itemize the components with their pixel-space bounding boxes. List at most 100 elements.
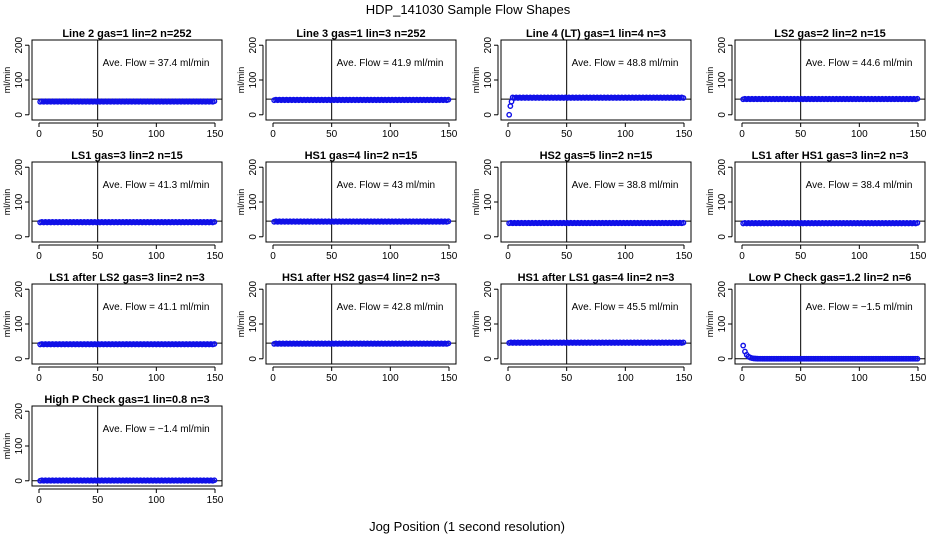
y-tick-label: 100 <box>14 315 25 332</box>
panel-title: HS2 gas=5 lin=2 n=15 <box>540 150 653 162</box>
ave-flow-annotation: Ave. Flow = 43 ml/min <box>337 180 435 191</box>
plot-frame <box>31 283 223 365</box>
y-tick-label: 100 <box>483 315 494 332</box>
y-tick-label: 100 <box>14 437 25 454</box>
y-tick-label: 200 <box>14 158 25 175</box>
y-axis-label: ml/min <box>236 189 246 216</box>
chart-panel-9: LS1 after LS2 gas=3 lin=2 n=3 ml/min 0 50 10… <box>2 272 224 384</box>
data-point <box>445 340 452 347</box>
panel-title: HS1 after LS1 gas=4 lin=2 n=3 <box>518 272 675 284</box>
x-tick-label: 0 <box>739 251 745 262</box>
chart-panel-6: HS1 gas=4 lin=2 n=15 ml/min 0 50 100 150 0 100 2… <box>236 150 458 262</box>
x-tick-label: 100 <box>851 251 868 262</box>
x-tick-label: 0 <box>270 373 276 384</box>
x-tick-label: 150 <box>207 129 224 140</box>
y-tick-label: 0 <box>483 234 494 240</box>
panel-title: LS1 gas=3 lin=2 n=15 <box>71 150 183 162</box>
x-tick-label: 50 <box>795 251 807 262</box>
x-tick-label: 0 <box>36 251 42 262</box>
data-points <box>740 95 921 103</box>
chart-panel-1: Line 2 gas=1 lin=2 n=252 ml/min 0 50 100 150 0… <box>2 28 224 140</box>
x-tick-label: 0 <box>739 129 745 140</box>
chart-panel-7: HS2 gas=5 lin=2 n=15 ml/min 0 50 100 150 0 100 2… <box>471 150 693 262</box>
x-tick-label: 50 <box>92 129 104 140</box>
y-axis-label: ml/min <box>236 67 246 94</box>
data-points <box>37 477 218 484</box>
plot-frame <box>265 283 457 365</box>
data-points <box>271 340 452 347</box>
x-tick-label: 150 <box>207 251 224 262</box>
plot-frame <box>500 39 692 121</box>
x-tick-label: 0 <box>270 129 276 140</box>
y-tick-label: 0 <box>248 112 259 118</box>
data-points <box>740 220 921 227</box>
y-tick-label: 200 <box>248 36 259 53</box>
plot-frame <box>31 161 223 243</box>
x-tick-label: 100 <box>617 129 634 140</box>
panel-title: High P Check gas=1 lin=0.8 n=3 <box>44 394 209 406</box>
x-tick-label: 0 <box>505 251 511 262</box>
panel-title: LS1 after LS2 gas=3 lin=2 n=3 <box>49 272 205 284</box>
y-tick-label: 200 <box>483 158 494 175</box>
data-points <box>271 218 452 225</box>
y-axis-label: ml/min <box>471 189 481 216</box>
ave-flow-annotation: Ave. Flow = 37.4 ml/min <box>103 58 210 69</box>
chart-panel-12: Low P Check gas=1.2 lin=2 n=6 ml/min 0 50 10… <box>705 272 927 384</box>
data-point <box>680 95 687 101</box>
y-tick-label: 200 <box>717 158 728 175</box>
data-points <box>506 339 687 346</box>
y-axis-label: ml/min <box>2 67 12 94</box>
y-tick-label: 0 <box>483 356 494 362</box>
x-tick-label: 50 <box>326 373 338 384</box>
x-tick-label: 100 <box>617 251 634 262</box>
ave-flow-annotation: Ave. Flow = 38.4 ml/min <box>806 180 913 191</box>
y-tick-label: 0 <box>717 112 728 118</box>
data-points <box>37 218 218 226</box>
chart-panel-3: Line 4 (LT) gas=1 lin=4 n=3 ml/min 0 50 100 1… <box>471 28 693 140</box>
ave-flow-annotation: Ave. Flow = 38.8 ml/min <box>572 180 679 191</box>
x-tick-label: 150 <box>441 251 458 262</box>
data-point <box>211 341 218 347</box>
y-tick-label: 200 <box>14 402 25 419</box>
data-point <box>740 342 747 349</box>
y-tick-label: 200 <box>248 280 259 297</box>
y-axis-label: ml/min <box>2 311 12 338</box>
data-point <box>211 477 218 484</box>
plot-frame <box>265 39 457 121</box>
panel-title: Line 3 gas=1 lin=3 n=252 <box>296 28 425 40</box>
data-points <box>506 94 687 118</box>
chart-panel-10: HS1 after HS2 gas=4 lin=2 n=3 ml/min 0 50 10… <box>236 272 458 384</box>
ave-flow-annotation: Ave. Flow = 45.5 ml/min <box>572 302 679 313</box>
x-tick-label: 100 <box>382 251 399 262</box>
x-tick-label: 50 <box>92 495 104 506</box>
y-tick-label: 100 <box>248 193 259 210</box>
x-tick-label: 50 <box>326 129 338 140</box>
x-tick-label: 100 <box>148 373 165 384</box>
x-tick-label: 0 <box>505 373 511 384</box>
main-title: HDP_141030 Sample Flow Shapes <box>366 2 571 17</box>
panel-title: LS2 gas=2 lin=2 n=15 <box>774 28 886 40</box>
x-tick-label: 50 <box>92 251 104 262</box>
data-point <box>506 111 513 118</box>
data-points <box>740 342 921 362</box>
y-axis-label: ml/min <box>471 67 481 94</box>
x-tick-label: 100 <box>382 129 399 140</box>
x-tick-label: 50 <box>795 129 807 140</box>
y-tick-label: 100 <box>717 71 728 88</box>
plot-frame <box>31 39 223 121</box>
data-point <box>507 103 514 109</box>
data-point <box>211 218 218 225</box>
data-points <box>37 98 218 105</box>
y-tick-label: 200 <box>483 280 494 297</box>
data-point <box>211 98 218 105</box>
ave-flow-annotation: Ave. Flow = 44.6 ml/min <box>806 58 913 69</box>
panel-title: HS1 gas=4 lin=2 n=15 <box>305 150 418 162</box>
x-tick-label: 100 <box>382 373 399 384</box>
x-tick-label: 0 <box>505 129 511 140</box>
x-tick-label: 50 <box>561 251 573 262</box>
panel-title: Low P Check gas=1.2 lin=2 n=6 <box>749 272 912 284</box>
x-tick-label: 100 <box>148 129 165 140</box>
x-tick-label: 100 <box>851 129 868 140</box>
y-tick-label: 200 <box>14 36 25 53</box>
y-tick-label: 0 <box>14 478 25 484</box>
